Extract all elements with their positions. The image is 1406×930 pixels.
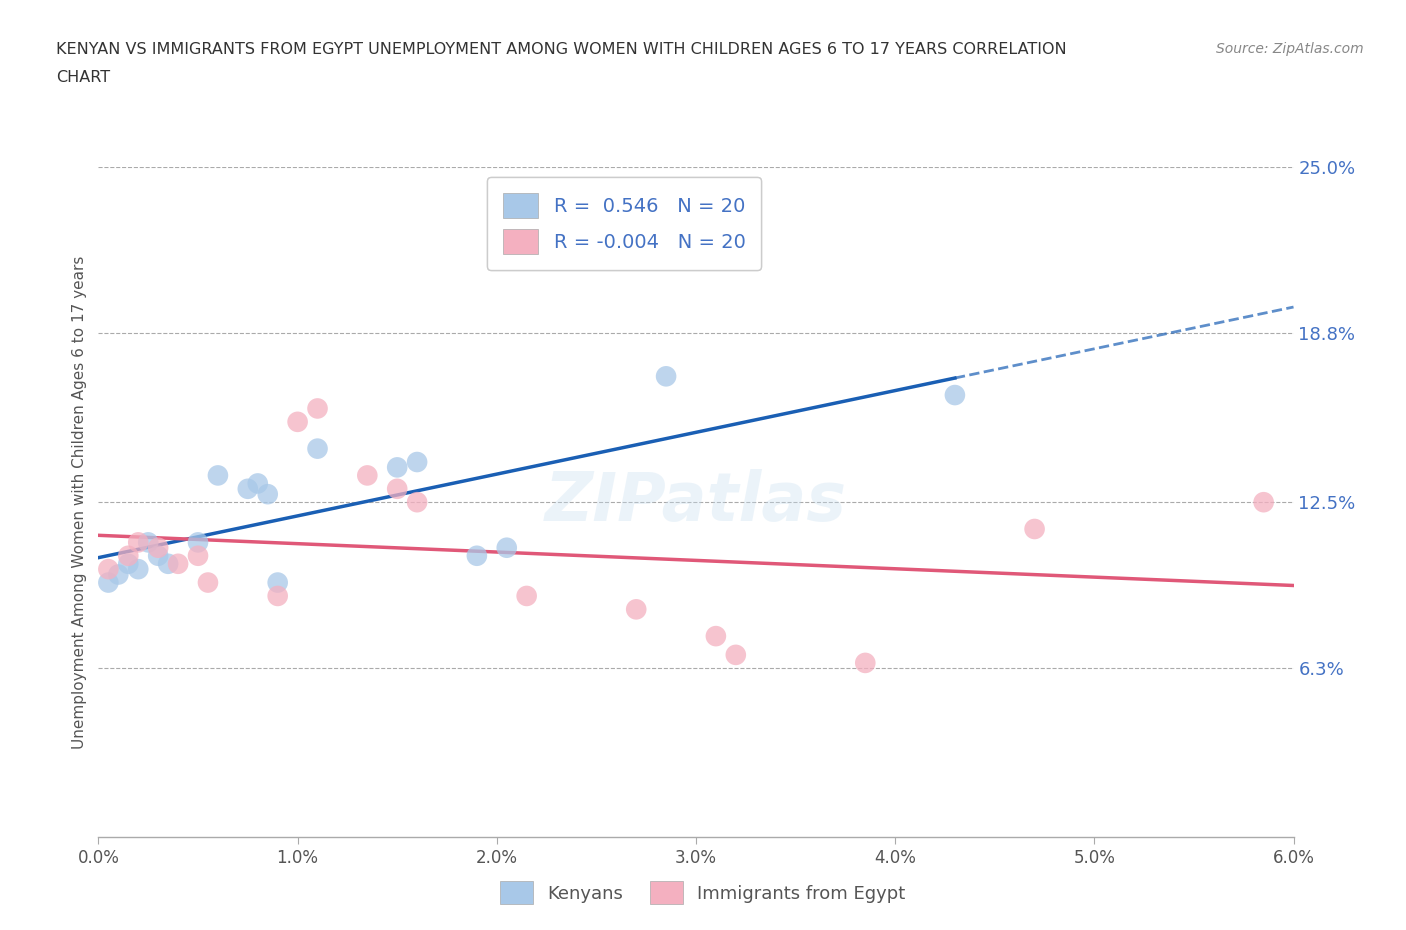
Point: [385, 460, 409, 475]
Text: KENYAN VS IMMIGRANTS FROM EGYPT UNEMPLOYMENT AMONG WOMEN WITH CHILDREN AGES 6 TO: KENYAN VS IMMIGRANTS FROM EGYPT UNEMPLOY…: [56, 42, 1067, 57]
Point: [655, 369, 678, 384]
Text: ZIPatlas: ZIPatlas: [546, 470, 846, 535]
Point: [1024, 522, 1046, 537]
Legend: Kenyans, Immigrants from Egypt: Kenyans, Immigrants from Egypt: [494, 874, 912, 911]
Point: [516, 589, 538, 604]
Point: [167, 556, 190, 571]
Point: [267, 575, 290, 590]
Point: [624, 602, 647, 617]
Text: Source: ZipAtlas.com: Source: ZipAtlas.com: [1216, 42, 1364, 56]
Point: [704, 629, 727, 644]
Point: [148, 540, 170, 555]
Point: [724, 647, 747, 662]
Point: [406, 495, 429, 510]
Point: [127, 535, 149, 550]
Text: CHART: CHART: [56, 70, 110, 85]
Point: [356, 468, 378, 483]
Legend: R =  0.546   N = 20, R = -0.004   N = 20: R = 0.546 N = 20, R = -0.004 N = 20: [488, 177, 761, 270]
Point: [187, 535, 209, 550]
Point: [307, 401, 329, 416]
Point: [246, 476, 269, 491]
Point: [1253, 495, 1275, 510]
Point: [97, 562, 120, 577]
Point: [157, 556, 180, 571]
Point: [127, 562, 149, 577]
Point: [406, 455, 429, 470]
Y-axis label: Unemployment Among Women with Children Ages 6 to 17 years: Unemployment Among Women with Children A…: [72, 256, 87, 749]
Point: [107, 567, 129, 582]
Point: [148, 549, 170, 564]
Point: [197, 575, 219, 590]
Point: [207, 468, 229, 483]
Point: [853, 656, 876, 671]
Point: [495, 540, 517, 555]
Point: [256, 486, 278, 501]
Point: [385, 482, 409, 497]
Point: [117, 549, 139, 564]
Point: [943, 388, 966, 403]
Point: [97, 575, 120, 590]
Point: [465, 549, 488, 564]
Point: [287, 415, 309, 430]
Point: [236, 482, 259, 497]
Point: [136, 535, 159, 550]
Point: [117, 556, 139, 571]
Point: [307, 441, 329, 456]
Point: [267, 589, 290, 604]
Point: [187, 549, 209, 564]
